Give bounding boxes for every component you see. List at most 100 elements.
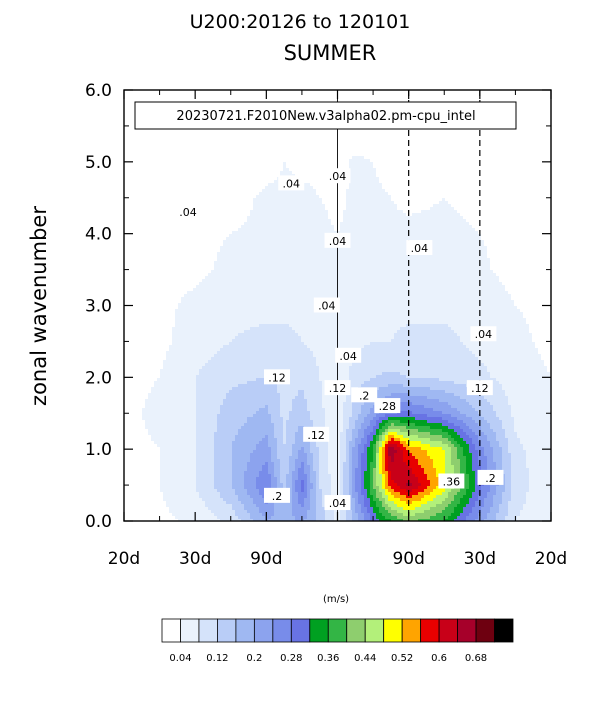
- field-cell: [484, 141, 488, 145]
- field-cell: [145, 174, 149, 178]
- field-cell: [463, 168, 467, 172]
- field-cell: [208, 165, 212, 169]
- field-cell: [337, 90, 341, 94]
- field-cell: [523, 141, 527, 145]
- field-cell: [355, 186, 359, 190]
- field-cell: [430, 153, 434, 157]
- field-cell: [166, 153, 170, 157]
- field-cell: [283, 168, 287, 172]
- field-cell: [274, 93, 278, 97]
- field-cell: [304, 144, 308, 148]
- field-cell: [466, 135, 470, 139]
- field-cell: [214, 189, 218, 193]
- field-cell: [136, 159, 140, 163]
- field-cell: [241, 147, 245, 151]
- field-cell: [511, 90, 515, 94]
- field-cell: [223, 129, 227, 133]
- field-cell: [175, 135, 179, 139]
- field-cell: [244, 162, 248, 166]
- field-cell: [250, 96, 254, 100]
- field-cell: [364, 171, 368, 175]
- field-cell: [232, 153, 236, 157]
- field-cell: [532, 165, 536, 169]
- field-cell: [298, 144, 302, 148]
- field-cell: [547, 90, 551, 94]
- field-cell: [469, 153, 473, 157]
- field-cell: [541, 162, 545, 166]
- field-cell: [502, 153, 506, 157]
- field-cell: [289, 96, 293, 100]
- field-cell: [205, 162, 209, 166]
- field-cell: [397, 165, 401, 169]
- field-cell: [241, 90, 245, 94]
- field-cell: [229, 153, 233, 157]
- field-cell: [202, 156, 206, 160]
- field-cell: [124, 159, 128, 163]
- field-cell: [361, 192, 365, 196]
- field-cell: [325, 159, 329, 163]
- field-cell: [544, 186, 548, 190]
- field-cell: [349, 150, 353, 154]
- field-cell: [358, 93, 362, 97]
- field-cell: [154, 162, 158, 166]
- field-cell: [295, 90, 299, 94]
- field-cell: [532, 153, 536, 157]
- field-cell: [244, 174, 248, 178]
- field-cell: [436, 96, 440, 100]
- field-cell: [529, 177, 533, 181]
- field-cell: [496, 156, 500, 160]
- field-cell: [397, 153, 401, 157]
- field-cell: [235, 141, 239, 145]
- field-cell: [130, 156, 134, 160]
- field-cell: [304, 177, 308, 181]
- field-cell: [313, 192, 317, 196]
- field-cell: [385, 171, 389, 175]
- field-cell: [331, 144, 335, 148]
- field-cell: [160, 156, 164, 160]
- field-cell: [397, 90, 401, 94]
- field-cell: [166, 150, 170, 154]
- field-cell: [196, 144, 200, 148]
- field-cell: [262, 129, 266, 133]
- field-cell: [322, 156, 326, 160]
- field-cell: [376, 135, 380, 139]
- field-cell: [178, 177, 182, 181]
- field-cell: [466, 162, 470, 166]
- field-cell: [298, 156, 302, 160]
- field-cell: [271, 138, 275, 142]
- field-cell: [130, 183, 134, 187]
- field-cell: [400, 174, 404, 178]
- field-cell: [205, 177, 209, 181]
- field-cell: [211, 90, 215, 94]
- field-cell: [349, 144, 353, 148]
- field-cell: [382, 93, 386, 97]
- field-cell: [472, 147, 476, 151]
- field-cell: [145, 186, 149, 190]
- field-cell: [373, 162, 377, 166]
- field-cell: [280, 171, 284, 175]
- field-cell: [439, 144, 443, 148]
- field-cell: [238, 171, 242, 175]
- field-cell: [424, 135, 428, 139]
- field-cell: [418, 135, 422, 139]
- field-cell: [340, 156, 344, 160]
- field-cell: [247, 177, 251, 181]
- field-cell: [202, 150, 206, 154]
- field-cell: [439, 90, 443, 94]
- field-cell: [292, 153, 296, 157]
- field-cell: [232, 138, 236, 142]
- field-cell: [310, 180, 314, 184]
- field-cell: [340, 186, 344, 190]
- field-cell: [151, 183, 155, 187]
- field-cell: [169, 93, 173, 97]
- field-cell: [349, 141, 353, 145]
- field-cell: [343, 132, 347, 136]
- field-cell: [226, 189, 230, 193]
- field-cell: [229, 192, 233, 196]
- field-cell: [355, 135, 359, 139]
- field-cell: [442, 135, 446, 139]
- field-cell: [409, 180, 413, 184]
- field-cell: [430, 144, 434, 148]
- field-cell: [130, 123, 134, 127]
- field-cell: [172, 162, 176, 166]
